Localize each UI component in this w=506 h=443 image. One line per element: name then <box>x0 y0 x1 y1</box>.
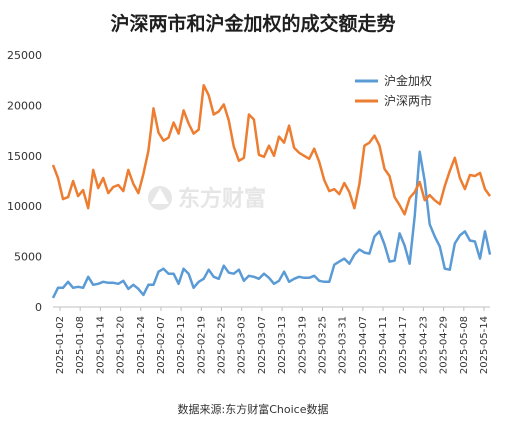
x-tick-label: 2025-04-29 <box>439 316 450 374</box>
y-tick-label: 20000 <box>7 99 42 112</box>
x-tick-label: 2025-01-20 <box>116 316 127 374</box>
x-tick-label: 2025-03-13 <box>277 316 288 374</box>
x-tick-label: 2025-01-02 <box>55 316 66 374</box>
x-tick-label: 2025-02-25 <box>217 316 228 374</box>
y-axis: 0 5000 10000 15000 20000 25000 <box>7 49 42 314</box>
x-tick-label: 2025-05-08 <box>459 316 470 374</box>
x-tick-label: 2025-01-08 <box>75 316 86 374</box>
watermark-text: 东方财富 <box>178 186 266 212</box>
x-tick-label: 2025-04-23 <box>418 316 429 374</box>
chart-title: 沪深两市和沪金加权的成交额走势 <box>110 12 395 35</box>
y-tick-label: 15000 <box>7 150 42 163</box>
legend: 沪金加权 沪深两市 <box>355 73 432 108</box>
series-line-gold <box>51 150 492 299</box>
x-tick-label: 2025-04-17 <box>398 316 409 374</box>
x-axis: 2025-01-02 2025-01-08 2025-01-14 2025-01-20… <box>53 306 490 374</box>
y-tick-label: 25000 <box>7 49 42 62</box>
x-tick-label: 2025-04-07 <box>358 316 369 374</box>
x-tick-label: 2025-02-19 <box>196 316 207 374</box>
x-tick-label: 2025-04-11 <box>378 316 389 374</box>
y-tick-label: 10000 <box>7 200 42 213</box>
x-tick-label: 2025-01-14 <box>95 316 106 374</box>
x-tick-label: 2025-01-24 <box>136 316 147 374</box>
x-tick-label: 2025-03-25 <box>317 316 328 374</box>
series-line-market <box>51 83 492 216</box>
y-tick-label: 5000 <box>14 251 42 264</box>
x-tick-label: 2025-02-13 <box>176 316 187 374</box>
series-layer <box>51 83 492 299</box>
x-tick-label: 2025-03-03 <box>237 316 248 374</box>
legend-label-gold: 沪金加权 <box>384 73 432 88</box>
x-tick-label: 2025-05-14 <box>479 316 490 374</box>
x-tick-label: 2025-02-07 <box>156 316 167 374</box>
x-tick-label: 2025-03-07 <box>257 316 268 374</box>
source-note: 数据来源:东方财富Choice数据 <box>178 402 329 416</box>
legend-label-market: 沪深两市 <box>384 93 432 108</box>
x-tick-label: 2025-03-19 <box>297 316 308 374</box>
watermark-logo <box>148 186 172 210</box>
y-tick-label: 0 <box>35 301 42 314</box>
x-tick-label: 2025-03-31 <box>338 316 349 374</box>
